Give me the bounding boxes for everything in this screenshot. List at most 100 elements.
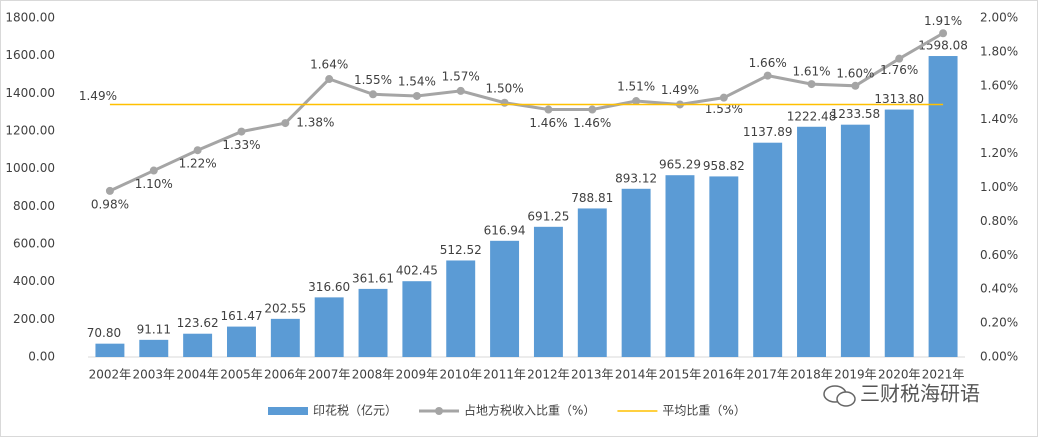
y2-tick-label: 0.80% — [980, 214, 1018, 228]
line-point — [632, 97, 641, 106]
line-point — [325, 75, 334, 84]
bar-label: 91.11 — [137, 322, 171, 336]
x-tick-label: 2009年 — [396, 368, 439, 382]
line-label: 1.91% — [924, 14, 962, 28]
bar — [139, 339, 169, 357]
line-label: 1.38% — [296, 116, 334, 130]
legend-item: 印花税（亿元） — [268, 403, 397, 418]
y2-tick-label: 0.00% — [980, 350, 1018, 364]
y2-tick-label: 1.60% — [980, 78, 1018, 92]
line-label: 1.50% — [486, 81, 524, 95]
bar-label: 616.94 — [484, 223, 526, 237]
bar — [621, 188, 651, 357]
line-point — [807, 80, 816, 89]
bar-label: 1313.80 — [874, 92, 924, 106]
bar — [577, 208, 607, 357]
y-tick-label: 400.00 — [13, 274, 55, 288]
y-tick-label: 1000.00 — [5, 161, 55, 175]
x-tick-label: 2002年 — [89, 368, 132, 382]
y-tick-label: 0.00 — [28, 350, 55, 364]
bar-label: 1598.08 — [918, 39, 968, 53]
bar — [709, 176, 739, 357]
legend-label: 占地方税收入比重（%） — [464, 403, 595, 418]
bar-label: 161.47 — [220, 309, 262, 323]
bar — [270, 318, 300, 357]
bar-label: 788.81 — [571, 191, 613, 205]
line-label: 1.57% — [442, 69, 480, 83]
legend-marker — [435, 407, 444, 415]
bar — [753, 142, 783, 357]
bar — [665, 175, 695, 357]
bar — [95, 343, 125, 357]
x-tick-label: 2017年 — [746, 368, 789, 382]
line-point — [149, 166, 158, 175]
line-point — [369, 90, 378, 99]
y2-tick-label: 0.20% — [980, 316, 1018, 330]
watermark-icon — [823, 385, 856, 407]
line-point — [544, 105, 553, 114]
y-tick-label: 1200.00 — [5, 124, 55, 138]
legend-item: 平均比重（%） — [617, 404, 746, 418]
bar-label: 402.45 — [396, 264, 438, 278]
line-point — [456, 86, 465, 95]
y-tick-label: 1800.00 — [5, 11, 55, 25]
x-tick-label: 2016年 — [703, 368, 746, 382]
y2-tick-label: 1.00% — [980, 180, 1018, 194]
line-label: 1.46% — [573, 116, 611, 130]
bar — [797, 126, 826, 357]
bar — [928, 56, 958, 358]
bar — [227, 326, 256, 357]
bar-label: 958.82 — [703, 159, 745, 173]
line-label: 1.64% — [310, 58, 348, 72]
line-point — [281, 119, 290, 128]
bar — [358, 288, 388, 357]
average-label: 1.49% — [79, 89, 117, 103]
bar-label: 70.80 — [87, 326, 121, 340]
line-label: 1.55% — [354, 73, 392, 87]
y-tick-label: 600.00 — [13, 237, 55, 251]
x-tick-label: 2020年 — [878, 368, 921, 382]
line-label: 1.49% — [661, 83, 699, 97]
bar — [314, 297, 344, 357]
line-label: 1.33% — [222, 138, 260, 152]
bar-label: 1222.48 — [787, 109, 837, 123]
y2-tick-label: 2.00% — [980, 11, 1018, 25]
line-label: 0.98% — [91, 197, 129, 211]
x-tick-label: 2008年 — [352, 368, 395, 382]
line-label: 1.66% — [749, 56, 787, 70]
x-tick-label: 2003年 — [133, 368, 176, 382]
line-point — [193, 146, 202, 155]
y2-tick-label: 1.40% — [980, 112, 1018, 126]
legend-label: 印花税（亿元） — [313, 403, 397, 418]
x-tick-label: 2013年 — [571, 368, 614, 382]
x-tick-label: 2012年 — [527, 368, 570, 382]
bar — [446, 260, 476, 357]
y2-tick-label: 0.60% — [980, 248, 1018, 262]
line — [109, 31, 944, 193]
x-tick-label: 2021年 — [922, 368, 965, 382]
legend-label: 平均比重（%） — [662, 404, 745, 418]
bar-label: 691.25 — [527, 209, 569, 223]
bar — [402, 281, 432, 357]
line-point — [895, 54, 904, 63]
line-point — [851, 81, 860, 90]
legend-swatch — [268, 407, 308, 415]
bar — [183, 333, 213, 357]
bar — [884, 109, 914, 358]
line-point — [939, 29, 948, 38]
line-point — [763, 71, 772, 80]
x-tick-label: 2014年 — [615, 368, 658, 382]
line-label: 1.54% — [398, 74, 436, 88]
line-label: 1.53% — [705, 102, 743, 116]
watermark: 三财税海研语 — [860, 382, 980, 406]
y-tick-label: 1600.00 — [5, 48, 55, 62]
bar-label: 361.61 — [352, 271, 394, 285]
bar-label: 316.60 — [308, 280, 350, 294]
y2-tick-label: 0.40% — [980, 282, 1018, 296]
line-label: 1.60% — [836, 66, 874, 80]
x-tick-label: 2007年 — [308, 368, 351, 382]
line-point — [588, 105, 597, 114]
line-label: 1.10% — [135, 177, 173, 191]
line-label: 1.22% — [179, 157, 217, 171]
